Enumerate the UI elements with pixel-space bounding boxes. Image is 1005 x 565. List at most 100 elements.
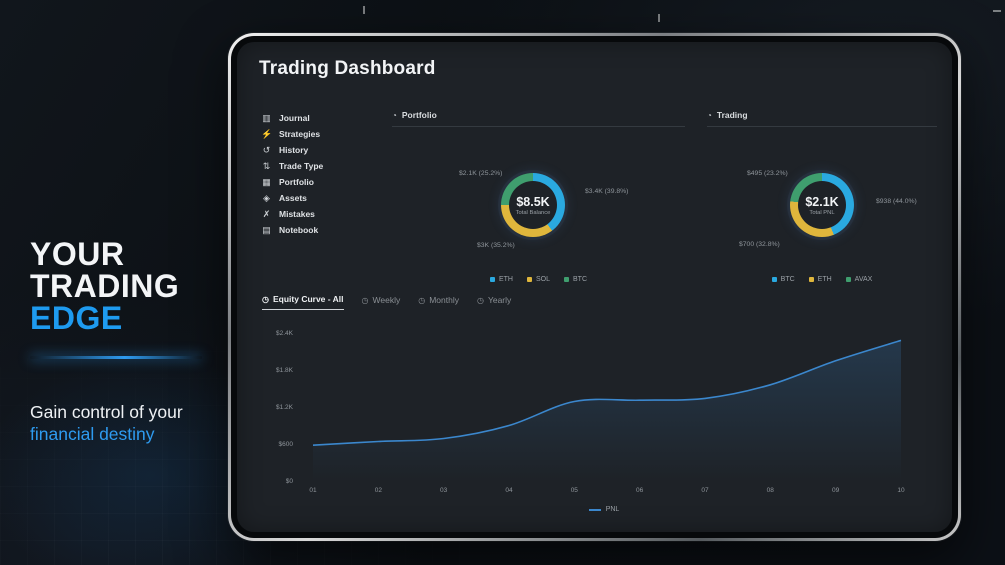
x-axis-tick: 01 [309, 487, 317, 494]
sidebar-item-label: Mistakes [279, 209, 315, 219]
hero-subtitle-line2: financial destiny [30, 424, 155, 444]
history-icon: ↺ [262, 144, 271, 155]
legend-swatch [808, 277, 814, 282]
briefcase-icon: ▦ [262, 176, 271, 187]
legend-item-btc: BTC [771, 276, 795, 283]
pnl-legend-line [588, 508, 601, 511]
tablet-bezel: Trading Dashboard ▥ Journal ⚡ Strategies ↺ Hi… [231, 36, 958, 538]
decorative-tick [363, 6, 365, 14]
arrows-up-down-icon: ⇅ [262, 160, 271, 171]
tab-yearly[interactable]: ◷ Yearly [477, 295, 511, 310]
x-axis-tick: 10 [897, 487, 905, 494]
clock-icon: ◷ [418, 295, 426, 305]
trading-donut-callout: $495 (23.2%) [747, 170, 788, 177]
portfolio-donut-callout: $3K (35.2%) [477, 242, 515, 249]
legend-label: ETH [498, 276, 513, 283]
sidebar-nav: ▥ Journal ⚡ Strategies ↺ History ⇅ Trade Type ▦ P… [261, 110, 379, 238]
legend-label: SOL [535, 276, 550, 283]
legend-swatch [526, 277, 532, 282]
sidebar-item-label: Portfolio [279, 177, 314, 187]
notebook-icon: ▤ [262, 224, 271, 235]
hero-title-line2: TRADING [30, 268, 180, 304]
y-axis-tick: $1.8K [276, 367, 293, 374]
total-balance-label: Total Balance [515, 209, 551, 216]
legend-swatch [564, 277, 569, 282]
x-axis-tick: 08 [766, 487, 774, 494]
decorative-tick [993, 10, 1001, 12]
portfolio-panel-body: $8.5K Total Balance ETH SOL BTC $2.1K (25.… [392, 127, 685, 283]
sidebar-item-assets[interactable]: ◈ Assets [261, 190, 379, 206]
portfolio-header: ◔ Portfolio [392, 110, 685, 127]
y-axis-tick: $600 [278, 441, 293, 448]
dashboard-screen: Trading Dashboard ▥ Journal ⚡ Strategies ↺ Hi… [237, 42, 952, 532]
total-pnl-value: $2.1K [805, 194, 839, 209]
trading-donut-callout: $938 (44.0%) [876, 198, 917, 205]
sidebar-item-label: Journal [279, 113, 310, 123]
accent-divider-line [30, 356, 202, 359]
legend-swatch [771, 277, 777, 282]
assets-icon: ◈ [263, 192, 270, 203]
portfolio-donut-center: $8.5K Total Balance [509, 181, 557, 229]
equity-area [313, 340, 901, 482]
portfolio-donut-callout: $2.1K (25.2%) [459, 170, 503, 177]
sidebar-item-journal[interactable]: ▥ Journal [261, 110, 379, 126]
legend-label: BTC [573, 276, 587, 283]
pie-chart-icon: ◔ [392, 110, 397, 120]
tab-monthly[interactable]: ◷ Monthly [418, 295, 459, 310]
tab-label: Monthly [429, 295, 459, 305]
sidebar-item-mistakes[interactable]: ✗ Mistakes [261, 206, 379, 222]
portfolio-legend: ETH SOL BTC [392, 276, 685, 283]
equity-tabs: ◷ Equity Curve - All ◷ Weekly ◷ Monthly ◷ Yearl… [262, 294, 511, 310]
trading-header-label: Trading [716, 110, 748, 120]
trading-donut-center: $2.1K Total PNL [798, 181, 846, 229]
y-axis-tick: $1.2K [276, 404, 293, 411]
sidebar-item-notebook[interactable]: ▤ Notebook [261, 222, 379, 238]
sidebar-item-trade-type[interactable]: ⇅ Trade Type [261, 158, 379, 174]
y-axis-tick: $0 [285, 478, 293, 485]
equity-curve-section: $2.4K $1.8K $1.2K $600 $0 PNL 01 02 03 04 05 06 07… [259, 328, 949, 518]
total-pnl-label: Total PNL [809, 209, 835, 216]
tablet-frame: Trading Dashboard ▥ Journal ⚡ Strategies ↺ Hi… [228, 33, 961, 541]
legend-swatch [845, 277, 851, 282]
hero-title-line3: EDGE [30, 300, 123, 336]
x-axis-tick: 03 [440, 487, 448, 494]
tab-label: Weekly [372, 295, 401, 305]
sidebar-item-label: Notebook [279, 225, 319, 235]
legend-item-eth: ETH [808, 276, 832, 283]
legend-label: ETH [817, 276, 832, 283]
y-axis: $2.4K $1.8K $1.2K $600 $0 [259, 328, 293, 488]
trading-header: ◔ Trading [707, 110, 937, 127]
tab-equity-curve-all[interactable]: ◷ Equity Curve - All [262, 294, 344, 310]
hero-subtitle-line1: Gain control of your [30, 402, 183, 422]
hero-title: YOUR TRADING EDGE [30, 238, 240, 334]
trading-donut-callout: $700 (32.8%) [739, 241, 780, 248]
mistakes-icon: ✗ [262, 208, 271, 219]
legend-item-sol: SOL [526, 276, 550, 283]
trading-panel: ◔ Trading $2.1K Total PNL BTC ETH AVAX $49… [707, 110, 937, 283]
equity-curve-chart [312, 339, 902, 482]
sidebar-item-label: Assets [279, 193, 307, 203]
x-axis-tick: 09 [832, 487, 840, 494]
clock-icon: ◷ [262, 294, 269, 304]
sidebar-item-history[interactable]: ↺ History [261, 142, 379, 158]
bar-chart-icon: ▥ [262, 112, 271, 123]
hero-title-line1: YOUR [30, 236, 125, 272]
legend-swatch [489, 277, 495, 282]
sidebar-item-label: Trade Type [279, 161, 324, 171]
tab-weekly[interactable]: ◷ Weekly [362, 295, 401, 310]
pie-chart-icon: ◔ [707, 110, 712, 120]
sidebar-item-portfolio[interactable]: ▦ Portfolio [261, 174, 379, 190]
sidebar-item-label: History [279, 145, 309, 155]
hero-subtitle: Gain control of your financial destiny [30, 401, 240, 445]
equity-line [312, 339, 902, 446]
total-balance-value: $8.5K [516, 194, 550, 209]
clock-icon: ◷ [361, 295, 369, 305]
decorative-tick [658, 14, 660, 22]
chart-legend: PNL [259, 506, 949, 513]
x-axis-tick: 02 [374, 487, 382, 494]
portfolio-donut-callout: $3.4K (39.8%) [585, 188, 629, 195]
x-axis-tick: 05 [570, 487, 578, 494]
trading-donut-chart: $2.1K Total PNL [790, 173, 854, 237]
sidebar-item-strategies[interactable]: ⚡ Strategies [261, 126, 379, 142]
